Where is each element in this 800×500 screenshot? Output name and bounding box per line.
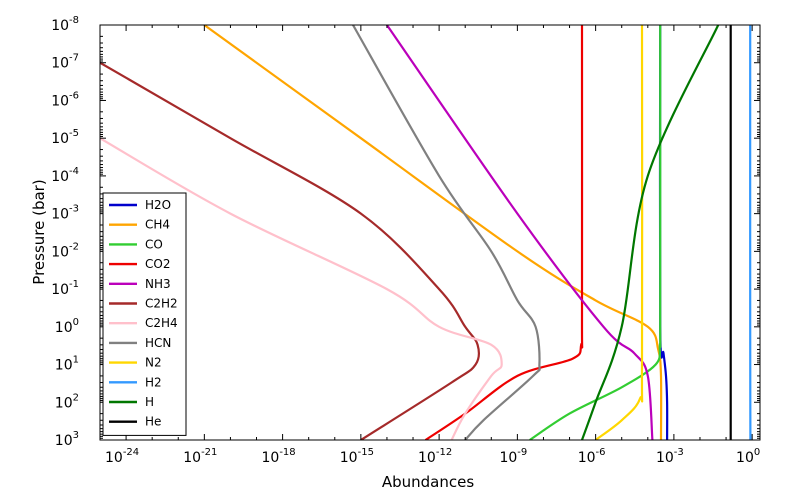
series-line-ch4 <box>203 25 663 440</box>
y-tick-label: 10-8 <box>51 15 79 34</box>
series-line-co2 <box>424 25 584 440</box>
legend-label: CO2 <box>145 257 170 271</box>
series-line-h <box>580 25 720 440</box>
x-tick-label: 10-24 <box>105 447 139 466</box>
series-lines <box>100 25 752 440</box>
y-tick-label: 10-6 <box>51 90 79 109</box>
series-line-hcn <box>352 25 541 440</box>
y-tick-label: 10-3 <box>51 204 79 223</box>
axis-ticks <box>99 24 760 441</box>
x-tick-label: 100 <box>736 447 760 466</box>
legend-label: C2H2 <box>145 297 178 311</box>
y-tick-label: 101 <box>55 355 79 374</box>
plot-frame <box>99 24 761 441</box>
x-tick-label: 10-18 <box>262 447 296 466</box>
legend-label: C2H4 <box>145 316 178 330</box>
x-tick-label: 10-3 <box>656 447 684 466</box>
legend-label: N2 <box>145 356 162 370</box>
series-line-co <box>529 25 662 440</box>
series-line-c2h4 <box>100 137 503 440</box>
legend-label: He <box>145 415 161 429</box>
x-tick-labels: 10-24 10-21 10-18 10-15 10-12 10-9 10-6 10-3 100 <box>105 447 760 466</box>
x-tick-label: 10-6 <box>578 447 606 466</box>
y-tick-label: 10-1 <box>51 279 79 298</box>
y-tick-label: 100 <box>55 317 79 336</box>
x-tick-label: 10-9 <box>499 447 527 466</box>
legend-label: HCN <box>145 336 171 350</box>
legend-label: H <box>145 395 154 409</box>
x-tick-label: 10-12 <box>418 447 452 466</box>
y-tick-label: 10-4 <box>51 166 79 185</box>
legend-label: CO <box>145 237 163 251</box>
series-line-c2h2 <box>100 61 480 440</box>
series-line-n2 <box>594 25 644 440</box>
y-tick-label: 10-7 <box>51 53 79 72</box>
y-tick-label: 10-2 <box>51 241 79 260</box>
legend: H2O CH4 CO CO2 NH3 C2H2 C2H4 HCN N2 H2 H He <box>102 192 187 436</box>
y-tick-labels: 10-8 10-7 10-6 10-5 10-4 10-3 10-2 10-1 100 101 10… <box>51 15 79 449</box>
legend-label: H2 <box>145 375 162 389</box>
y-tick-label: 10-5 <box>51 128 79 147</box>
x-axis-label: Abundances <box>382 473 474 491</box>
y-tick-label: 102 <box>55 392 79 411</box>
y-axis-label: Pressure (bar) <box>30 179 48 284</box>
y-tick-label: 103 <box>55 430 79 449</box>
legend-box <box>102 192 187 436</box>
series-line-nh3 <box>385 25 654 440</box>
x-tick-label: 10-15 <box>340 447 374 466</box>
legend-label: H2O <box>145 198 171 212</box>
legend-label: CH4 <box>145 218 170 232</box>
legend-label: NH3 <box>145 277 171 291</box>
x-tick-label: 10-21 <box>183 447 217 466</box>
